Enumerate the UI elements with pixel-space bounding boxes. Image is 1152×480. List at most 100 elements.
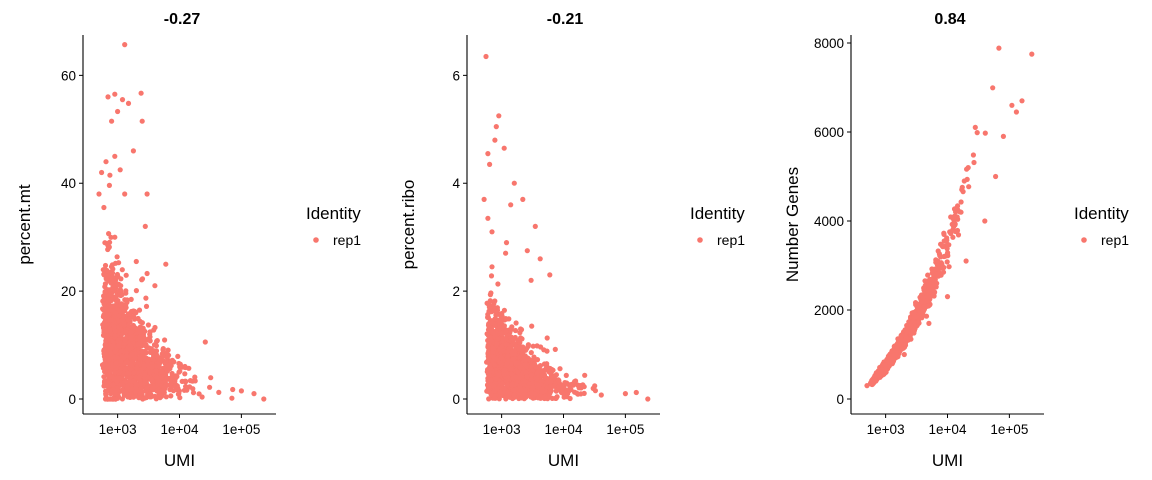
data-point [157, 357, 164, 363]
data-point [519, 395, 525, 401]
data-point [557, 366, 563, 372]
data-point [492, 316, 498, 322]
data-point [488, 290, 494, 296]
point-cloud [864, 45, 1035, 389]
data-point [230, 386, 236, 393]
data-point [102, 262, 109, 269]
data-point [946, 264, 952, 270]
data-point [525, 342, 532, 348]
data-point [503, 341, 509, 348]
data-point [921, 287, 927, 293]
data-point [144, 385, 150, 392]
data-point [147, 338, 153, 344]
data-point [501, 145, 507, 151]
data-point [481, 196, 487, 202]
data-point [112, 234, 118, 240]
data-point [123, 329, 129, 335]
data-point [118, 382, 124, 388]
data-point [103, 392, 109, 398]
data-point [531, 361, 538, 367]
x-tick-label: 1e+04 [929, 422, 967, 437]
data-point [982, 218, 988, 224]
data-point [102, 351, 108, 357]
legend-item-label: rep1 [333, 232, 361, 248]
data-point [1019, 98, 1025, 104]
data-point [556, 383, 562, 390]
data-point [118, 292, 124, 299]
data-point [491, 308, 497, 314]
data-point [133, 258, 139, 265]
data-point [548, 383, 554, 390]
data-point [168, 385, 174, 391]
data-point [174, 386, 180, 393]
data-point [176, 390, 182, 397]
data-point [101, 293, 107, 299]
data-point [101, 204, 107, 211]
data-point [125, 370, 131, 376]
data-point [136, 395, 142, 401]
data-point [107, 287, 113, 293]
data-point [496, 113, 502, 119]
data-point [168, 393, 174, 399]
x-axis-title: UMI [164, 451, 195, 470]
data-point [544, 335, 550, 341]
data-point [190, 390, 197, 396]
x-tick-label: 1e+04 [161, 422, 199, 437]
data-point [124, 299, 130, 305]
data-point [115, 274, 121, 280]
data-point [972, 124, 978, 130]
data-point [941, 230, 947, 236]
data-point [503, 328, 509, 334]
data-point [958, 199, 964, 205]
y-tick-label: 20 [61, 284, 76, 299]
data-point [499, 310, 505, 317]
data-point [935, 258, 941, 264]
data-point [486, 396, 492, 402]
data-point [488, 338, 494, 344]
data-point [122, 42, 128, 48]
data-point [144, 362, 151, 368]
data-point [162, 337, 168, 343]
data-point [216, 389, 222, 395]
legend-title: Identity [306, 204, 361, 223]
data-point [547, 272, 553, 278]
data-point [110, 266, 116, 272]
data-point [546, 393, 552, 399]
data-point [130, 394, 137, 400]
data-point [116, 313, 122, 319]
data-point [508, 202, 514, 208]
data-point [523, 394, 529, 400]
data-point [926, 320, 932, 326]
data-point [156, 389, 162, 395]
data-point [124, 385, 131, 391]
data-point [108, 234, 114, 240]
y-tick-label: 4 [452, 176, 460, 191]
data-point [129, 352, 135, 358]
data-point [494, 341, 500, 347]
data-point [132, 355, 138, 361]
chart-title: -0.27 [164, 11, 201, 28]
data-point [100, 332, 107, 338]
data-point [137, 355, 143, 361]
data-point [524, 374, 530, 380]
data-point [488, 392, 494, 398]
legend-key [697, 237, 703, 243]
data-point [112, 91, 118, 97]
data-point [552, 346, 558, 352]
data-point [116, 318, 122, 324]
data-point [982, 130, 988, 136]
data-point [872, 377, 878, 383]
data-point [251, 391, 257, 397]
data-point [133, 288, 139, 294]
y-tick-label: 0 [452, 392, 460, 407]
data-point [492, 137, 498, 143]
data-point [106, 182, 112, 188]
data-point [112, 153, 118, 159]
data-point [486, 302, 492, 308]
data-point [122, 308, 128, 314]
data-point [505, 353, 511, 359]
data-point [111, 286, 117, 292]
data-point [122, 337, 128, 343]
data-point [114, 254, 120, 260]
data-point [901, 351, 907, 358]
